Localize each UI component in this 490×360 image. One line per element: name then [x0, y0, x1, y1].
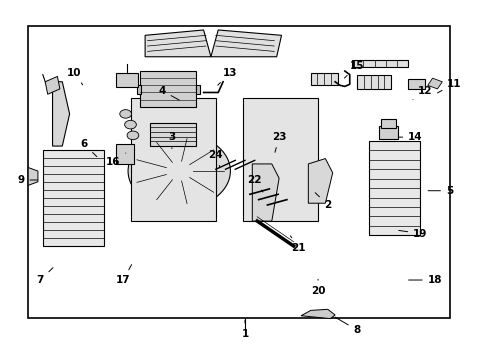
Bar: [116, 144, 134, 164]
Bar: [311, 73, 338, 85]
Text: 12: 12: [413, 86, 433, 100]
Bar: [116, 73, 138, 87]
Bar: [381, 119, 396, 128]
Text: 11: 11: [438, 78, 462, 93]
Circle shape: [167, 162, 192, 180]
Text: 5: 5: [428, 186, 453, 196]
Text: 24: 24: [208, 150, 223, 167]
Text: 19: 19: [399, 229, 428, 239]
Polygon shape: [308, 158, 333, 203]
Polygon shape: [428, 78, 442, 89]
Polygon shape: [45, 76, 60, 94]
Text: 2: 2: [315, 193, 331, 210]
Text: 21: 21: [291, 236, 306, 253]
Text: 4: 4: [158, 86, 179, 100]
Text: 10: 10: [67, 68, 83, 85]
Bar: [369, 141, 420, 235]
Polygon shape: [252, 164, 279, 221]
Text: 22: 22: [247, 175, 263, 192]
Polygon shape: [28, 167, 38, 185]
Bar: [150, 123, 196, 146]
Text: 7: 7: [37, 268, 53, 285]
Bar: [379, 126, 398, 139]
Text: 17: 17: [116, 265, 132, 285]
Bar: [243, 98, 318, 221]
Polygon shape: [52, 82, 70, 146]
Bar: [130, 98, 216, 221]
Text: 23: 23: [272, 132, 286, 152]
Text: 20: 20: [311, 279, 325, 296]
Bar: [196, 85, 200, 94]
Circle shape: [124, 120, 136, 129]
Polygon shape: [211, 30, 282, 57]
Text: 15: 15: [344, 61, 364, 78]
Bar: [28, 26, 450, 318]
Text: 18: 18: [409, 275, 442, 285]
Polygon shape: [301, 309, 335, 319]
Bar: [357, 75, 391, 89]
Text: 9: 9: [17, 175, 38, 185]
Circle shape: [127, 131, 139, 140]
Bar: [408, 79, 425, 89]
Text: 3: 3: [168, 132, 175, 149]
Text: 14: 14: [399, 132, 423, 142]
Polygon shape: [145, 30, 211, 57]
Text: 16: 16: [106, 153, 126, 167]
Text: 13: 13: [218, 68, 238, 85]
Text: 1: 1: [242, 320, 248, 339]
Bar: [43, 150, 104, 246]
Bar: [137, 85, 141, 94]
Bar: [352, 60, 408, 67]
Circle shape: [128, 134, 230, 208]
Circle shape: [120, 110, 131, 118]
Text: 8: 8: [335, 317, 361, 335]
Text: 6: 6: [80, 139, 97, 157]
Bar: [140, 71, 196, 107]
